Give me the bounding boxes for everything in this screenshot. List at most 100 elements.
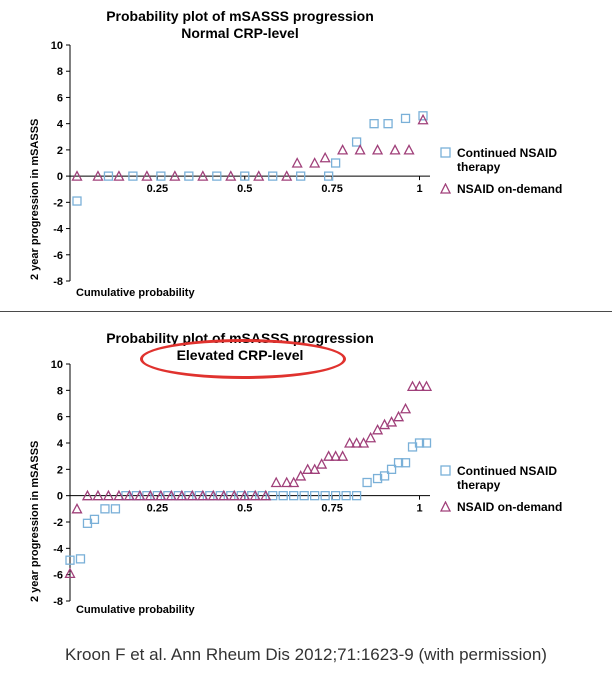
data-point-ondemand [165,489,177,501]
data-point-continued [240,171,250,181]
data-point-ondemand [239,489,251,501]
x-tick-label: 0.25 [147,503,168,515]
legend-item-ondemand: NSAID on-demand [440,500,567,514]
data-point-continued [289,491,299,501]
highlight-ellipse [140,339,346,379]
data-point-ondemand [406,380,419,392]
data-point-ondemand [295,470,307,481]
data-point-ondemand [309,157,321,168]
data-point-ondemand [113,170,125,181]
data-point-ondemand [134,489,146,501]
data-point-ondemand [113,489,125,501]
data-point-continued [393,458,404,468]
x-tick-label: 1 [416,503,422,515]
data-point-ondemand [291,157,303,168]
y-tick-label: -2 [53,517,63,529]
data-point-ondemand [323,450,335,461]
y-tick-label: 2 [57,145,63,157]
data-point-ondemand [403,143,415,155]
data-point-ondemand [228,489,240,501]
data-point-ondemand [81,489,94,501]
panel-divider [0,311,612,312]
chart-title-main: Probability plot of mSASSS progression [106,330,374,346]
data-point-ondemand [351,437,363,448]
data-point-ondemand [176,489,188,501]
data-point-ondemand [365,431,377,443]
data-point-continued [341,491,351,501]
data-point-ondemand [337,143,349,155]
data-point-ondemand [378,418,391,430]
data-point-continued [296,171,306,181]
data-point-ondemand [281,170,293,181]
data-point-continued [128,171,138,181]
data-point-ondemand [371,423,384,435]
data-point-continued [89,514,100,525]
data-point-ondemand [413,380,426,392]
legend-label: Continued NSAID therapy [457,146,557,174]
y-tick-label: -8 [53,596,63,608]
data-point-ondemand [389,143,401,155]
data-point-ondemand [186,489,198,501]
x-tick-label: 0.75 [321,503,342,515]
legend-label: Continued NSAID therapy [457,464,557,492]
x-tick-label: 0.25 [147,183,168,195]
data-point-continued [156,171,166,181]
x-tick-label: 0.75 [321,183,342,195]
data-point-continued [268,171,278,181]
data-point-ondemand [417,113,429,125]
data-point-ondemand [71,170,83,181]
data-point-ondemand [92,170,104,181]
y-tick-label: 8 [57,385,63,397]
data-point-continued [383,119,393,129]
data-point-ondemand [123,489,135,501]
data-point-ondemand [155,489,167,501]
data-point-continued [278,491,288,501]
data-point-continued [400,458,411,468]
data-point-ondemand [288,476,300,488]
y-tick-label: 0 [57,491,63,503]
data-point-continued [421,438,432,448]
legend-label: NSAID on-demand [457,182,563,196]
y-axis-label: 2 year progression in mSASSS [29,440,41,602]
data-point-ondemand [197,489,209,501]
y-tick-label: -8 [53,276,63,288]
y-tick-label: 8 [57,66,63,78]
data-point-ondemand [207,489,219,501]
x-tick-label: 0.5 [237,183,252,195]
triangle-marker-icon [440,183,451,194]
y-tick-label: 10 [51,40,63,52]
data-point-ondemand [141,170,153,181]
chart-subtitle: Normal CRP-level [181,25,299,41]
data-point-ondemand [319,151,331,163]
data-point-ondemand [64,567,76,578]
data-point-continued [369,119,379,129]
data-point-ondemand [260,489,272,501]
data-point-continued [386,464,397,474]
x-tick-label: 1 [416,183,422,195]
data-point-ondemand [169,170,181,181]
data-point-continued [379,471,390,481]
y-tick-label: -2 [53,197,63,209]
y-tick-label: 0 [57,171,63,183]
data-point-ondemand [316,458,328,469]
legend-item-continued: Continued NSAID therapy [440,146,567,174]
square-marker-icon [440,147,451,158]
data-point-ondemand [197,170,209,181]
data-point-continued [414,438,425,448]
data-point-continued [72,196,82,206]
y-tick-label: -6 [53,250,63,262]
x-axis-label: Cumulative probability [76,287,195,299]
data-point-ondemand [225,170,237,181]
data-point-ondemand [144,489,156,501]
data-point-ondemand [358,437,370,448]
data-point-continued [299,491,309,501]
data-point-ondemand [354,143,366,155]
data-point-ondemand [92,489,104,501]
chart-title-main: Probability plot of mSASSS progression [106,8,374,24]
data-point-ondemand [385,416,398,427]
data-point-ondemand [371,143,384,155]
y-tick-label: -4 [53,224,64,236]
data-point-ondemand [399,402,412,414]
legend-item-continued: Continued NSAID therapy [440,464,567,492]
chart-legend: Continued NSAID therapy NSAID on-demand [440,464,567,522]
